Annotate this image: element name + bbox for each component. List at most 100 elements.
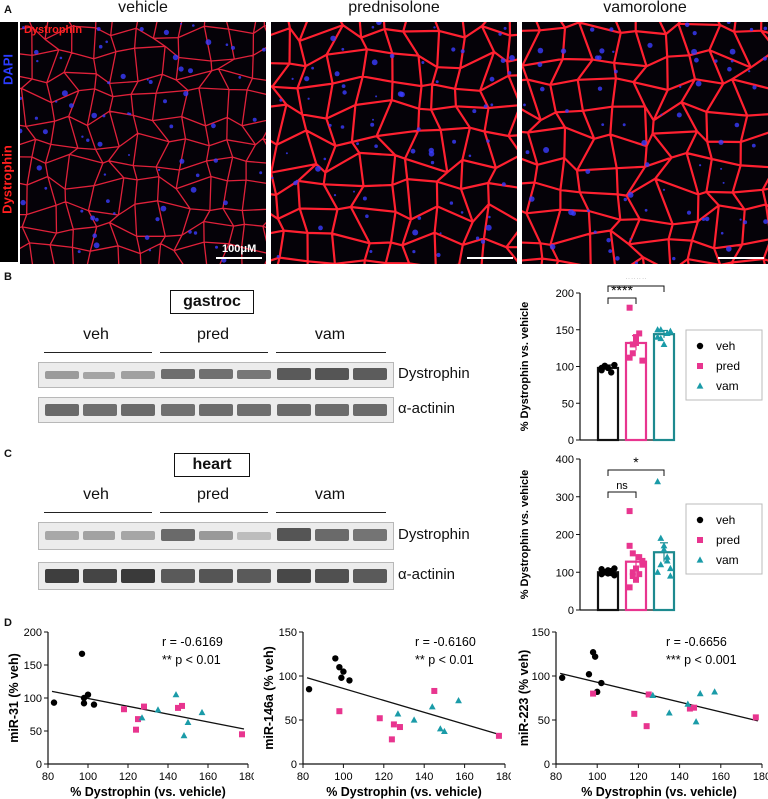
nucleus	[107, 81, 111, 85]
y-tick-label: 150	[24, 660, 42, 672]
panel-a-label: A	[4, 4, 12, 16]
blot-strip-actinin	[38, 562, 394, 590]
nucleus	[252, 117, 257, 122]
nucleus	[609, 27, 614, 32]
nucleus	[560, 48, 567, 54]
data-point-vam	[711, 688, 719, 695]
nucleus	[433, 26, 436, 29]
nucleus	[192, 24, 195, 27]
nucleus	[397, 91, 404, 97]
nucleus	[718, 139, 724, 145]
x-tick-label: 120	[119, 771, 137, 783]
nucleus	[676, 112, 682, 118]
row-label-dystrophin: Dystrophin	[398, 365, 470, 382]
nucleus	[42, 129, 48, 135]
nucleus	[259, 171, 263, 175]
data-point-vam	[667, 572, 674, 579]
data-point-pred	[495, 732, 502, 739]
micrograph-stain-label: Dystrophin	[24, 24, 83, 36]
correlation-p: ** p < 0.01	[162, 653, 221, 667]
x-tick-label: 180	[753, 771, 768, 783]
nucleus	[106, 199, 110, 204]
nucleus	[743, 220, 748, 225]
data-point-pred	[636, 554, 643, 561]
data-point-pred	[626, 542, 633, 549]
nucleus	[86, 138, 90, 142]
nucleus	[36, 165, 42, 171]
x-tick-label: 180	[496, 771, 511, 783]
legend-marker-veh	[696, 342, 704, 350]
col-title-vehicle: vehicle	[118, 0, 168, 16]
lane-label-pred: pred	[196, 486, 230, 503]
sarcolemma-network	[522, 22, 768, 264]
nucleus	[529, 196, 535, 202]
significance-bracket	[607, 469, 665, 476]
y-tick-label: 0	[291, 759, 297, 771]
data-point-vam	[660, 546, 668, 553]
data-point-pred	[752, 714, 759, 721]
nucleus	[163, 29, 169, 35]
y-tick-label: 300	[556, 492, 574, 504]
data-point-pred	[626, 508, 633, 515]
nucleus	[722, 181, 725, 184]
nucleus	[334, 71, 340, 77]
nucleus	[647, 42, 653, 48]
significance-bracket	[607, 285, 665, 292]
nucleus	[475, 236, 480, 240]
nucleus	[762, 56, 767, 61]
y-tick-label: 150	[556, 325, 574, 337]
nucleus	[691, 48, 698, 55]
data-point-pred	[376, 715, 383, 722]
data-point-veh	[90, 701, 98, 708]
nucleus	[509, 55, 515, 61]
nucleus	[190, 186, 197, 193]
data-point-vam	[665, 709, 673, 716]
nucleus	[629, 238, 632, 240]
data-point-veh	[50, 699, 58, 706]
nucleus	[695, 80, 702, 87]
nucleus	[238, 76, 242, 79]
data-point-vam	[660, 542, 668, 549]
nucleus	[468, 154, 472, 158]
scalebar	[467, 257, 513, 259]
y-tick-label: 0	[544, 759, 550, 771]
data-point-vam	[455, 697, 462, 704]
nucleus	[460, 49, 465, 54]
nucleus	[98, 44, 103, 49]
data-point-vam	[654, 568, 661, 575]
col-title-vamorolone: vamorolone	[603, 0, 687, 16]
nucleus	[704, 216, 710, 222]
nucleus	[452, 139, 457, 144]
nucleus	[644, 208, 648, 212]
nucleus	[416, 127, 421, 132]
nucleus	[412, 250, 416, 254]
blot-strip-dystrophin	[38, 522, 394, 550]
data-point-pred	[390, 721, 397, 728]
legend-label-pred: pred	[716, 533, 740, 547]
nucleus	[311, 66, 314, 70]
x-tick-label: 160	[455, 771, 473, 783]
data-point-pred	[639, 557, 646, 564]
nucleus	[371, 59, 378, 66]
correlation-r: r = -0.6160	[415, 635, 476, 649]
correlation-r: r = -0.6169	[162, 635, 223, 649]
data-point-pred	[626, 584, 633, 591]
nucleus	[449, 201, 454, 205]
nucleus	[660, 113, 663, 116]
x-tick-label: 160	[199, 771, 217, 783]
correlation-p: ** p < 0.01	[415, 653, 474, 667]
data-point-veh	[305, 686, 313, 693]
y-tick-label: 200	[24, 627, 42, 639]
nucleus	[679, 85, 682, 88]
nucleus	[374, 144, 378, 148]
tissue-title-gastroc: gastroc	[170, 290, 254, 314]
nucleus	[635, 261, 638, 264]
nucleus	[435, 80, 439, 84]
data-point-pred	[645, 691, 652, 698]
nucleus	[223, 200, 228, 206]
correlation-r: r = -0.6656	[666, 635, 727, 649]
nucleus	[146, 78, 149, 81]
regression-line	[306, 677, 502, 736]
blot-strip-dystrophin	[38, 362, 394, 388]
x-tick-label: 80	[550, 771, 562, 783]
